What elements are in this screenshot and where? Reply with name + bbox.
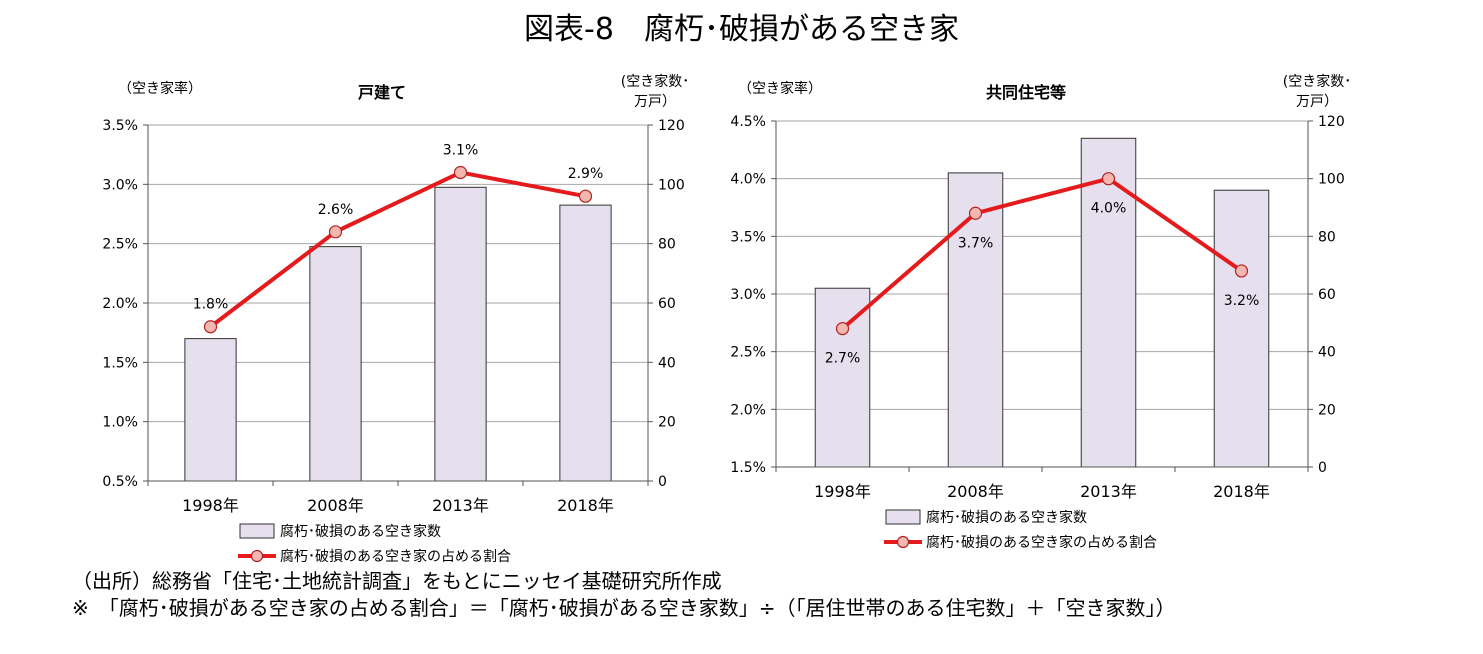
right-tick-label: 60 [658, 296, 676, 312]
left-tick-label: 3.5% [730, 229, 766, 245]
ratio-point [835, 322, 850, 336]
data-label: 2.6% [318, 202, 354, 218]
chart-title: 共同住宅等 [986, 83, 1066, 102]
left-axis-label: （空き家率） [738, 80, 822, 97]
data-label: 3.1% [443, 142, 479, 158]
x-tick-label: 2008年 [307, 496, 364, 515]
legend-line-marker [250, 549, 264, 563]
right-axis-label: 万戸） [1296, 94, 1338, 110]
legend-line-label: 腐朽･破損のある空き家の占める割合 [280, 548, 511, 565]
ratio-point [328, 225, 343, 239]
chart-title: 戸建て [358, 83, 406, 102]
legend-bar-swatch [239, 523, 275, 539]
legend-bar-label: 腐朽･破損のある空き家数 [926, 509, 1087, 526]
bar [1213, 189, 1270, 468]
source-note: （出所）総務省「住宅･土地統計調査」をもとにニッセイ基礎研究所作成 [72, 569, 722, 593]
right-tick-label: 60 [1318, 287, 1336, 303]
right-tick-label: 40 [658, 355, 676, 371]
x-tick-label: 2013年 [1080, 482, 1137, 501]
left-tick-label: 2.0% [102, 296, 138, 312]
formula-note: ※ 「腐朽･破損がある空き家の占める割合」＝「腐朽･破損がある空き家数」÷（「居… [72, 596, 1176, 620]
right-tick-label: 20 [1318, 402, 1336, 418]
left-tick-label: 3.0% [730, 287, 766, 303]
data-label: 3.2% [1224, 293, 1260, 309]
left-tick-label: 0.5% [102, 474, 138, 490]
chart-detached-houses: 戸建て （空き家率） (空き家数･ 万戸） 0.5% 1.0% 1.5% 2.0% 2.5% 3.… [102, 73, 689, 565]
bar [1080, 137, 1137, 468]
ratio-line [209, 170, 586, 329]
legend-line-label: 腐朽･破損のある空き家の占める割合 [926, 534, 1157, 551]
x-tick-label: 1998年 [814, 482, 871, 501]
bar [434, 186, 487, 482]
left-tick-label: 1.0% [102, 415, 138, 431]
data-label: 2.7% [825, 351, 861, 367]
left-axis-label: （空き家率） [118, 80, 202, 97]
data-label: 1.8% [193, 297, 229, 313]
left-tick-label: 2.0% [730, 402, 766, 418]
ratio-point [203, 320, 218, 334]
ratio-point [1101, 172, 1116, 186]
legend-bar-label: 腐朽･破損のある空き家数 [280, 523, 441, 540]
right-tick-label: 120 [658, 118, 685, 134]
legend-line-marker [896, 535, 910, 549]
right-tick-label: 0 [658, 474, 667, 490]
left-tick-label: 2.5% [102, 237, 138, 253]
left-tick-label: 2.5% [730, 345, 766, 361]
right-tick-label: 20 [658, 415, 676, 431]
bar [559, 204, 612, 482]
x-tick-label: 2018年 [1213, 482, 1270, 501]
bar [184, 338, 237, 482]
bar [947, 172, 1004, 468]
x-tick-label: 1998年 [182, 496, 239, 515]
left-tick-label: 3.5% [102, 118, 138, 134]
left-tick-label: 1.5% [102, 355, 138, 371]
legend-bar-swatch [885, 509, 921, 525]
x-tick-label: 2013年 [432, 496, 489, 515]
left-tick-label: 4.5% [730, 114, 766, 130]
ratio-point [968, 206, 983, 220]
main-title: 図表-8 腐朽･破損がある空き家 [524, 12, 959, 47]
right-tick-label: 80 [1318, 229, 1336, 245]
right-tick-label: 100 [658, 177, 685, 193]
right-axis-label: (空き家数･ [621, 73, 689, 90]
chart-apartments: 共同住宅等 （空き家率） (空き家数･ 万戸） 1.5% 2.0% 2.5% 3.0% 3.5%… [730, 73, 1351, 551]
ratio-point [578, 189, 593, 203]
right-tick-label: 120 [1318, 114, 1345, 130]
data-label: 3.7% [958, 235, 994, 251]
x-tick-label: 2018年 [557, 496, 614, 515]
right-tick-label: 0 [1318, 460, 1327, 476]
data-label: 4.0% [1091, 201, 1127, 217]
right-axis-label: (空き家数･ [1283, 73, 1351, 90]
ratio-line [841, 176, 1243, 331]
right-tick-label: 100 [1318, 172, 1345, 188]
ratio-point [1234, 264, 1249, 278]
left-tick-label: 1.5% [730, 460, 766, 476]
bar [309, 246, 362, 482]
right-tick-label: 80 [658, 237, 676, 253]
right-tick-label: 40 [1318, 345, 1336, 361]
ratio-point [453, 165, 468, 180]
bar [814, 287, 871, 468]
data-label: 2.9% [568, 166, 604, 182]
left-tick-label: 3.0% [102, 177, 138, 193]
right-axis-label: 万戸） [634, 94, 676, 110]
x-tick-label: 2008年 [947, 482, 1004, 501]
left-tick-label: 4.0% [730, 172, 766, 188]
